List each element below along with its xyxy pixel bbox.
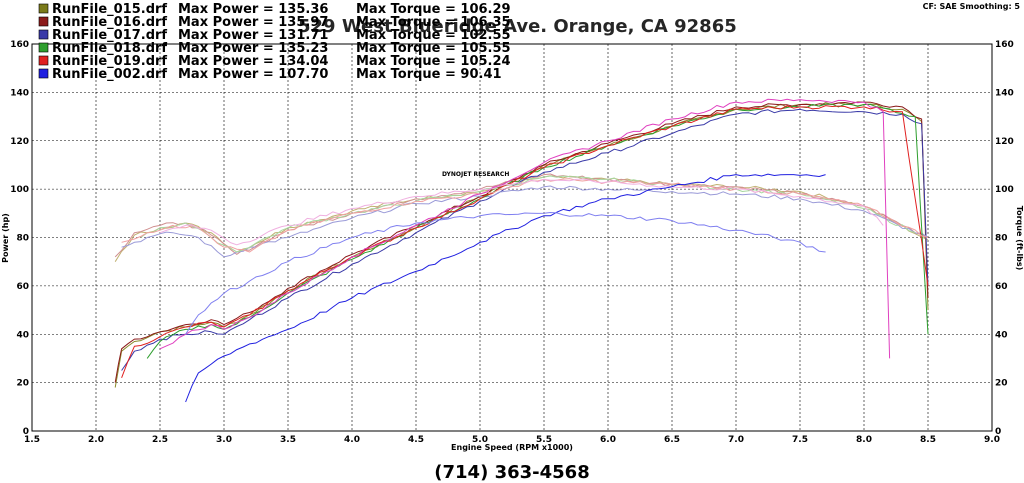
- x-tick-label: 3.5: [280, 435, 296, 445]
- legend-swatch: [38, 42, 49, 53]
- x-tick-label: 7.0: [728, 435, 744, 445]
- series-line-torque: [159, 178, 884, 246]
- shop-address: 529 West Blueridge Ave. Orange, CA 92865: [298, 16, 737, 37]
- legend-entry-file: RunFile_015.drf: [52, 2, 167, 17]
- series-line-torque: [185, 212, 826, 335]
- y-tick-label-right: 20: [995, 379, 1008, 389]
- legend-entry-file: RunFile_017.drf: [52, 28, 167, 43]
- x-tick-label: 6.5: [664, 435, 680, 445]
- corner-note: CF: SAE Smoothing: 5: [923, 2, 1021, 11]
- series-line-power: [159, 98, 891, 359]
- legend-swatch: [38, 29, 49, 40]
- legend-entry-power: Max Power = 135.23: [178, 41, 328, 56]
- y-tick-label-right: 80: [995, 234, 1008, 244]
- series-line-power: [121, 108, 929, 371]
- legend: RunFile_015.drf Max Power = 135.36 Max Tor…: [38, 2, 511, 82]
- x-tick-label: 9.0: [984, 435, 1000, 445]
- legend-swatch: [38, 16, 49, 27]
- y-tick-labels-right: 0 20 40 60 80 100 120 140 160: [995, 40, 1014, 437]
- legend-entry-file: RunFile_019.drf: [52, 54, 167, 69]
- legend-entry-power: Max Power = 134.04: [178, 54, 328, 69]
- legend-entry-file: RunFile_018.drf: [52, 41, 167, 56]
- x-tick-label: 3.0: [216, 435, 232, 445]
- y-tick-label-left: 20: [16, 379, 29, 389]
- y-tick-labels-left: 0 20 40 60 80 100 120 140 160: [10, 40, 29, 437]
- series-layer: [114, 98, 929, 403]
- legend-entry-power: Max Power = 135.36: [178, 2, 328, 17]
- legend-entry-power: Max Power = 107.70: [178, 67, 328, 82]
- y-tick-label-left: 0: [23, 427, 29, 437]
- x-tick-label: 2.0: [88, 435, 104, 445]
- legend-entry-torque: Max Torque = 105.24: [356, 54, 511, 69]
- legend-entry-power: Max Power = 135.97: [178, 15, 328, 30]
- dyno-label: DYNOJET RESEARCH: [442, 171, 509, 178]
- x-tick-label: 4.0: [344, 435, 360, 445]
- y-axis-title-right: Torque (ft-lbs): [1015, 206, 1024, 271]
- legend-entry-torque: Max Torque = 90.41: [356, 67, 502, 82]
- legend-entry-torque: Max Torque = 105.55: [356, 41, 511, 56]
- y-tick-label-right: 40: [995, 330, 1008, 340]
- y-tick-label-left: 100: [10, 185, 29, 195]
- x-tick-label: 8.0: [856, 435, 872, 445]
- x-tick-label: 2.5: [152, 435, 168, 445]
- legend-entry-file: RunFile_002.drf: [52, 67, 167, 82]
- y-tick-label-left: 160: [10, 40, 29, 50]
- y-tick-label-left: 140: [10, 88, 29, 98]
- y-tick-label-left: 80: [16, 234, 29, 244]
- y-tick-label-left: 40: [16, 330, 29, 340]
- x-tick-label: 8.5: [920, 435, 936, 445]
- x-tick-labels: 1.5 2.0 2.5 3.0 3.5 4.0 4.5 5.0 5.5 6.0 6.5 7.0 7.5 8…: [24, 435, 1000, 445]
- series-line-power: [121, 105, 929, 378]
- y-tick-label-right: 120: [995, 137, 1014, 147]
- legend-swatch: [38, 55, 49, 66]
- shop-phone: (714) 363-4568: [434, 462, 589, 483]
- series-line-power: [114, 101, 929, 383]
- series-line-power: [185, 173, 826, 403]
- legend-entry-file: RunFile_016.drf: [52, 15, 167, 30]
- legend-entry-torque: Max Torque = 106.29: [356, 2, 511, 17]
- x-tick-label: 7.5: [792, 435, 808, 445]
- x-tick-label: 4.5: [408, 435, 424, 445]
- legend-entry-torque: Max Torque = 102.55: [356, 28, 511, 43]
- x-axis-title: Engine Speed (RPM x1000): [451, 443, 573, 452]
- x-tick-label: 5.0: [472, 435, 488, 445]
- y-tick-label-right: 0: [995, 427, 1001, 437]
- plot-border: [31, 43, 993, 432]
- y-tick-label-right: 160: [995, 40, 1014, 50]
- y-tick-label-left: 120: [10, 137, 29, 147]
- legend-entry-power: Max Power = 131.71: [178, 28, 328, 43]
- x-tick-label: 1.5: [24, 435, 40, 445]
- y-tick-label-right: 60: [995, 282, 1008, 292]
- series-line-power: [146, 103, 929, 359]
- legend-swatch: [38, 3, 49, 14]
- x-tick-label: 6.0: [600, 435, 616, 445]
- legend-entry-torque: Max Torque = 106.35: [356, 15, 511, 30]
- y-tick-label-left: 60: [16, 282, 29, 292]
- y-tick-label-right: 140: [995, 88, 1014, 98]
- y-axis-title-left: Power (hp): [1, 213, 10, 263]
- series-line-torque: [121, 185, 929, 258]
- legend-swatch: [38, 68, 49, 79]
- x-tick-label: 5.5: [536, 435, 552, 445]
- y-tick-label-right: 100: [995, 185, 1014, 195]
